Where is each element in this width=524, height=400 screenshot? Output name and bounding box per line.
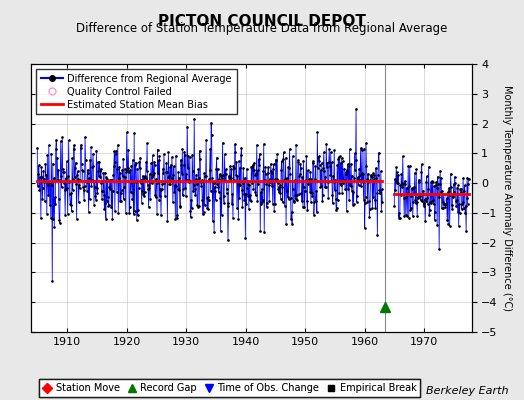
Legend: Station Move, Record Gap, Time of Obs. Change, Empirical Break: Station Move, Record Gap, Time of Obs. C… [39, 379, 420, 397]
Text: PICTON COUNCIL DEPOT: PICTON COUNCIL DEPOT [158, 14, 366, 29]
Y-axis label: Monthly Temperature Anomaly Difference (°C): Monthly Temperature Anomaly Difference (… [501, 85, 512, 311]
Text: Berkeley Earth: Berkeley Earth [426, 386, 508, 396]
Text: Difference of Station Temperature Data from Regional Average: Difference of Station Temperature Data f… [77, 22, 447, 35]
